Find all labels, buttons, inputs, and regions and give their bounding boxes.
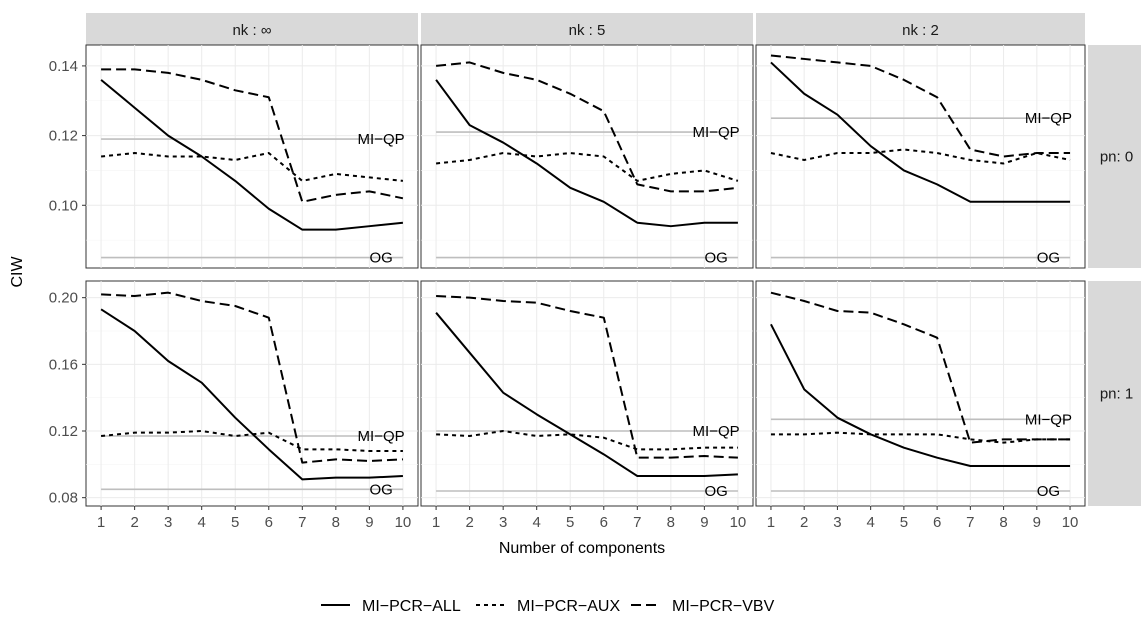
series-line-mi-pcr-aux xyxy=(770,148,1071,165)
x-tick-label: 6 xyxy=(933,514,941,531)
reference-label-og: OG xyxy=(369,481,392,498)
reference-label-mi-qp: MI−QP xyxy=(358,428,405,445)
x-tick-label: 8 xyxy=(332,514,340,531)
reference-label-og: OG xyxy=(369,250,392,267)
series-line-mi-pcr-all xyxy=(770,323,1071,467)
series-line-mi-pcr-all xyxy=(100,79,404,231)
series-line-mi-pcr-all xyxy=(435,312,738,477)
x-tick-label: 5 xyxy=(566,514,574,531)
x-tick-label: 1 xyxy=(97,514,105,531)
x-tick-label: 7 xyxy=(633,514,641,531)
series-line-mi-pcr-vbv xyxy=(770,291,1071,444)
x-tick-label: 10 xyxy=(730,514,747,531)
x-tick-label: 3 xyxy=(499,514,507,531)
y-tick-label: 0.12 xyxy=(49,423,78,440)
panel-background xyxy=(755,280,1086,507)
series-line-mi-pcr-vbv xyxy=(436,295,738,459)
facet-label-column-1: nk : 5 xyxy=(569,22,606,39)
facet-label-row-0: pn: 0 xyxy=(1100,149,1133,166)
reference-label-og: OG xyxy=(704,250,727,267)
series-line-mi-pcr-all xyxy=(435,79,738,228)
panel-1-2: MI−QP OG xyxy=(755,280,1086,507)
panel-0-1: MI−QP OG xyxy=(420,44,754,269)
y-tick-label: 0.08 xyxy=(49,490,78,507)
reference-label-mi-qp: MI−QP xyxy=(358,131,405,148)
legend: MI−PCR−ALL MI−PCR−AUX MI−PCR−VBV xyxy=(321,598,775,615)
y-axis-title: CIW xyxy=(9,256,26,288)
x-tick-label: 5 xyxy=(231,514,239,531)
x-tick-label: 6 xyxy=(600,514,608,531)
y-tick-label: 0.16 xyxy=(49,356,78,373)
facet-strip-column-0 xyxy=(86,13,418,45)
x-tick-label: 9 xyxy=(1033,514,1041,531)
reference-label-mi-qp: MI−QP xyxy=(693,124,740,141)
x-tick-label: 6 xyxy=(265,514,273,531)
panel-1-1: MI−QP OG xyxy=(420,280,754,507)
panel-background xyxy=(85,280,419,507)
reference-label-mi-qp: MI−QP xyxy=(693,423,740,440)
y-tick-label: 0.12 xyxy=(49,128,78,145)
panel-background xyxy=(755,44,1086,269)
x-tick-label: 8 xyxy=(999,514,1007,531)
panel-0-2: MI−QP OG xyxy=(755,44,1086,269)
x-tick-label: 9 xyxy=(700,514,708,531)
y-tick-label: 0.20 xyxy=(49,290,78,307)
facet-strip-column-1 xyxy=(421,13,753,45)
panel-0-0: MI−QP OG xyxy=(85,44,419,269)
reference-label-og: OG xyxy=(1037,483,1060,500)
x-tick-label: 4 xyxy=(533,514,541,531)
x-tick-label: 7 xyxy=(298,514,306,531)
panel-1-0: MI−QP OG xyxy=(85,280,419,507)
reference-label-og: OG xyxy=(1037,250,1060,267)
y-tick-label: 0.14 xyxy=(49,58,78,75)
legend-label: MI−PCR−AUX xyxy=(517,598,620,615)
x-tick-label: 2 xyxy=(130,514,138,531)
series-line-mi-pcr-vbv xyxy=(101,68,404,203)
legend-label: MI−PCR−VBV xyxy=(672,598,775,615)
series-line-mi-pcr-aux xyxy=(436,430,738,451)
x-tick-label: 1 xyxy=(432,514,440,531)
panel-background xyxy=(420,280,754,507)
x-tick-label: 8 xyxy=(667,514,675,531)
series-line-mi-pcr-aux xyxy=(435,152,739,182)
facet-label-column-2: nk : 2 xyxy=(902,22,939,39)
x-tick-label: 10 xyxy=(1062,514,1079,531)
x-tick-label: 4 xyxy=(198,514,206,531)
facet-label-row-1: pn: 1 xyxy=(1100,386,1133,403)
x-tick-label: 3 xyxy=(833,514,841,531)
series-line-mi-pcr-all xyxy=(770,61,1071,203)
panel-background xyxy=(420,44,754,269)
series-line-mi-pcr-aux xyxy=(100,430,403,452)
x-tick-label: 9 xyxy=(365,514,373,531)
series-line-mi-pcr-vbv xyxy=(770,54,1071,158)
x-tick-label: 5 xyxy=(900,514,908,531)
facet-label-column-0: nk : ∞ xyxy=(232,22,271,39)
x-tick-label: 1 xyxy=(767,514,775,531)
x-tick-label: 2 xyxy=(800,514,808,531)
facet-strip-row-1 xyxy=(1088,281,1141,506)
series-line-mi-pcr-aux xyxy=(100,152,404,182)
series-line-mi-pcr-all xyxy=(100,308,403,481)
y-tick-label: 0.10 xyxy=(49,197,78,214)
legend-label: MI−PCR−ALL xyxy=(362,598,461,615)
x-tick-label: 4 xyxy=(866,514,874,531)
x-tick-label: 7 xyxy=(966,514,974,531)
x-tick-label: 10 xyxy=(395,514,412,531)
reference-label-og: OG xyxy=(704,483,727,500)
facet-strip-row-0 xyxy=(1088,45,1141,268)
reference-label-mi-qp: MI−QP xyxy=(1025,110,1072,127)
panel-background xyxy=(85,44,419,269)
series-line-mi-pcr-vbv xyxy=(435,61,739,193)
reference-label-mi-qp: MI−QP xyxy=(1025,411,1072,428)
x-tick-label: 2 xyxy=(465,514,473,531)
facet-strip-column-2 xyxy=(756,13,1085,45)
x-tick-label: 3 xyxy=(164,514,172,531)
series-line-mi-pcr-vbv xyxy=(101,291,403,464)
x-axis-title: Number of components xyxy=(499,540,665,557)
series-line-mi-pcr-aux xyxy=(770,431,1071,444)
